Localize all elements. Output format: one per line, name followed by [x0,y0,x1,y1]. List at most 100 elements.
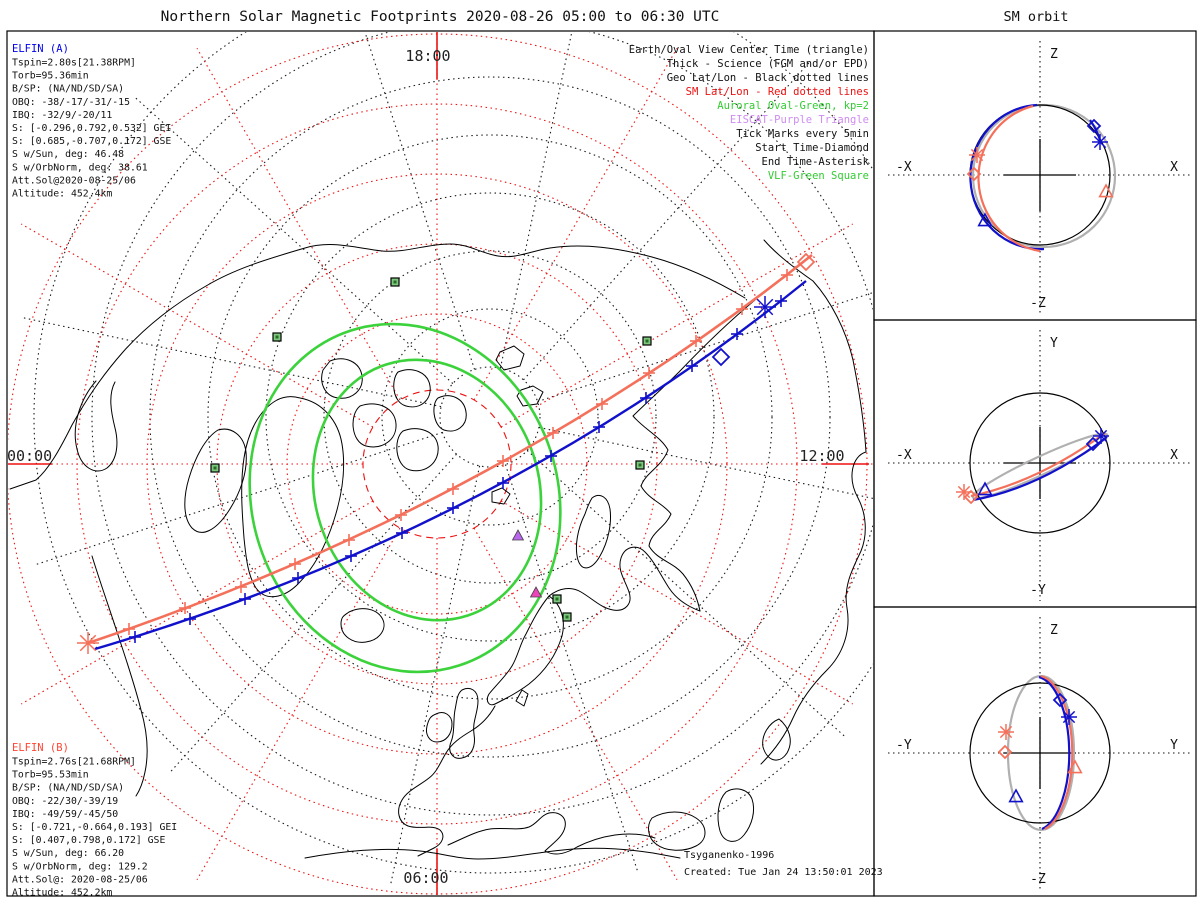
vlf-station-dot [393,280,397,284]
axis-label-top: Y [1050,336,1058,351]
created-timestamp: Created: Tue Jan 24 13:50:01 2023 [684,867,883,878]
eiscat-triangle [511,529,525,541]
start-diamond-marker [1085,436,1101,452]
coastline [340,608,385,643]
coastline [9,243,746,490]
end-asterisk-marker [79,634,97,652]
elfin-a-track [94,280,807,651]
coastline [495,345,544,407]
graticule-line [504,464,639,874]
legend-item: Earth/Oval View Center Time (triangle) [629,44,869,56]
orbit-arc [970,432,1106,498]
orbit-arc [969,103,1045,251]
elfin-a-line: S: [-0.296,0.792,0.532] GEI [12,123,171,134]
graticule-line [20,316,442,408]
orbit-arc [1040,674,1074,830]
gray-orbit-ellipse [971,432,1109,500]
legend-item: VLF-Green Square [768,170,869,182]
elfin-b-parameters: Tspin=2.76s[21.68RPM] Torb=95.53min B/SP: … [12,757,177,899]
model-credit: Tsyganenko-1996 [684,850,774,861]
legend-item: SM Lat/Lon - Red dotted lines [686,86,869,98]
axis-label-bottom: -Z [1030,296,1046,311]
end-asterisk-marker [756,298,774,316]
start-diamond-marker [796,252,816,272]
axis-label-right: Y [1170,738,1178,753]
coastline [762,718,791,761]
elfin-a-line: IBQ: -32/9/-20/11 [12,110,112,121]
coastline [632,299,756,612]
coastline [575,495,611,569]
footprint-path [87,253,813,645]
vlf-station-dot [645,339,649,343]
coastline [91,555,148,797]
axis-label-right: X [1170,160,1178,175]
sm-graticule [8,32,873,895]
coastline [486,595,564,706]
axis-label-right: X [1170,448,1178,463]
end-asterisk-marker [999,725,1013,739]
start-diamond-marker [1086,118,1102,134]
elfin-b-line: Att.Sol@: 2020-08-25/06 [12,874,148,885]
sm-orbit-panels: Z -Z -X X Y -Y -X X Z -Z -Y Y [873,30,1197,897]
orbit-arc [1038,675,1071,830]
elfin-b-line: Torb=95.53min [12,770,89,781]
graticule-line [132,95,454,384]
graticule-circle [33,32,873,874]
elfin-b-line: S w/Sun, deg: 66.20 [12,848,124,859]
coastline [426,687,479,759]
elfin-b-line: Altitude: 452.2km [12,888,112,899]
elfin-b-line: S w/OrbNorm, deg: 129.2 [12,861,148,872]
graticule-line [526,450,848,739]
coastline [304,847,681,860]
coastline [548,546,701,612]
sm-orbit-title: SM orbit [1003,9,1068,25]
sm-orbit-panel-y-z: Z -Z -Y Y [873,606,1197,897]
elfin-b-title: ELFIN (B) [12,742,69,754]
graticule-circle [381,308,599,526]
graticule-line [499,32,573,369]
elfin-b-line: OBQ: -22/30/-39/19 [12,796,118,807]
vlf-station-dot [275,335,279,339]
coastline [491,487,511,505]
coastline [515,689,529,707]
earth-circle [969,682,1111,824]
coastline [648,811,706,851]
eiscat-triangle [529,586,543,598]
legend-item: EISCAT-Purple Triangle [730,114,869,126]
elfin-a-line: Torb=95.36min [12,71,89,82]
elfin-b-line: B/SP: (NA/ND/SD/SA) [12,783,124,794]
coastlines [9,239,867,860]
stations [210,277,652,622]
graticule-circle [207,134,773,700]
graticule-line [168,453,457,775]
sm-orbit-panel-x-z: Z -Z -X X [873,30,1197,321]
end-asterisk-marker [1062,710,1076,724]
legend-item: End Time-Asterisk [762,156,870,168]
center-time-triangle-marker [1008,788,1024,803]
legend-item: Thick - Science (FGM and/or EPD) [667,58,869,70]
elfin-a-parameters: Tspin=2.80s[21.38RPM] Torb=95.36min B/SP: … [12,58,171,200]
axis-label-bottom: -Y [1030,583,1046,598]
elfin-a-title: ELFIN (A) [12,43,69,55]
center-time-triangle-marker [1098,183,1114,198]
mlt-label-12: 12:00 [799,447,844,465]
elfin-b-line: IBQ: -49/59/-45/50 [12,809,118,820]
graticule-circle [439,366,541,468]
elfin-a-line: S w/Sun, deg: 46.48 [12,149,124,160]
elfin-b-line: S: [-0.721,-0.664,0.193] GEI [12,822,177,833]
polar-map [8,32,873,895]
axis-label-top: Z [1050,47,1058,62]
map-legend: Earth/Oval View Center Time (triangle) Th… [629,44,870,182]
panel-border [873,606,1197,897]
coastline [447,812,656,855]
mlt-label-00: 00:00 [7,447,52,465]
graticule-line [196,48,401,401]
elfin-a-line: S: [0.685,-0.707,0.172] GSE [12,136,171,147]
axis-label-left: -X [896,448,912,463]
geo-graticule [20,32,873,887]
axis-label-left: -Y [896,738,912,753]
earth-circle [969,392,1111,534]
coastline [241,396,345,598]
end-asterisk-marker [1093,135,1107,149]
